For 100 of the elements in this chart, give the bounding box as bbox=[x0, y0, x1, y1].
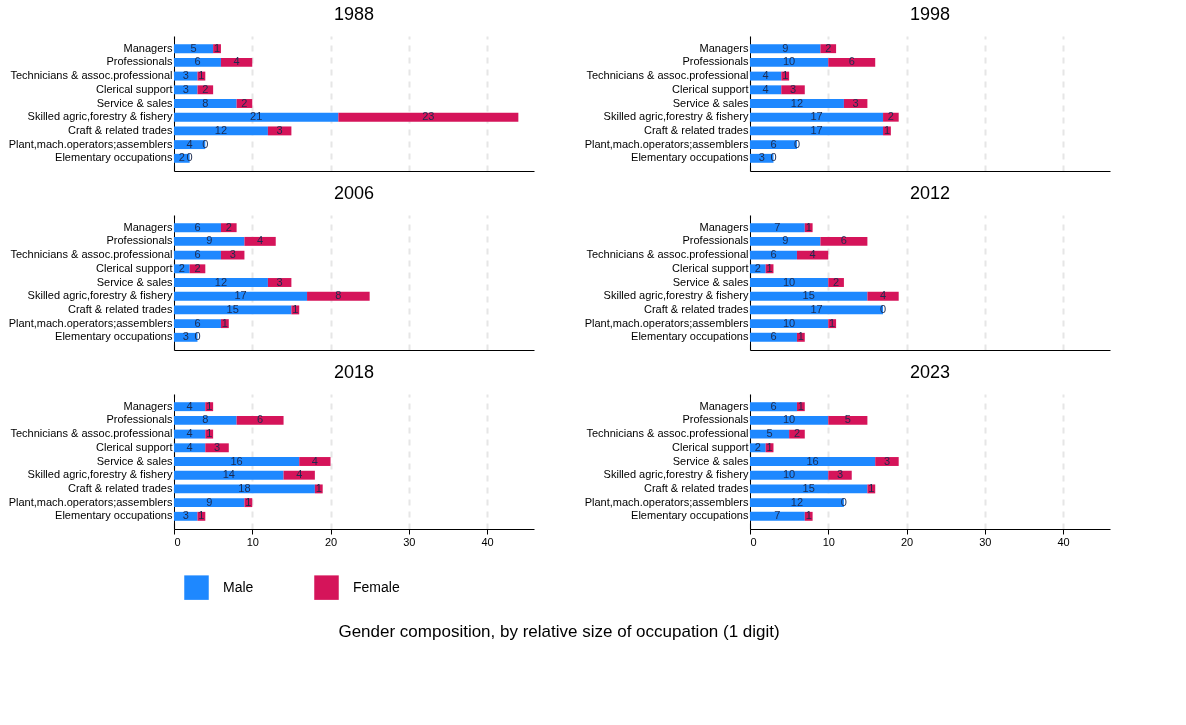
chart-title: 2018 bbox=[333, 362, 375, 382]
data-label: 0 bbox=[186, 151, 193, 164]
bar bbox=[174, 44, 214, 54]
y-tick-label: Skilled agric,forestry & fishery bbox=[603, 468, 749, 481]
x-tick-label: 0 bbox=[174, 535, 181, 548]
y-tick-label: Service & sales bbox=[96, 96, 173, 109]
bar bbox=[174, 57, 221, 67]
data-label: 5 bbox=[844, 413, 851, 426]
data-label: 5 bbox=[190, 41, 197, 54]
bar bbox=[750, 291, 868, 301]
y-tick-label: Technicians & assoc.professional bbox=[586, 69, 749, 82]
data-label: 3 bbox=[182, 330, 189, 343]
x-axis-title: Gender composition, by relative size of occupation (1 digit) bbox=[338, 622, 780, 641]
bar bbox=[867, 291, 899, 301]
data-label: 4 bbox=[809, 248, 816, 261]
chart-title: 2006 bbox=[333, 183, 375, 203]
data-label: 1 bbox=[797, 330, 804, 343]
data-label: 1 bbox=[245, 495, 252, 508]
data-label: 10 bbox=[783, 468, 796, 481]
data-label: 2 bbox=[754, 440, 761, 453]
y-tick-label: Craft & related trades bbox=[643, 123, 749, 136]
data-label: 15 bbox=[802, 481, 815, 494]
y-tick-label: Elementary occupations bbox=[631, 330, 749, 343]
data-label: 3 bbox=[182, 69, 189, 82]
y-tick-label: Technicians & assoc.professional bbox=[10, 248, 173, 261]
bar bbox=[750, 44, 821, 54]
data-label: 2 bbox=[833, 275, 840, 288]
bar bbox=[174, 236, 245, 246]
chart-title: 2023 bbox=[909, 362, 951, 382]
y-tick-label: Clerical support bbox=[96, 261, 173, 274]
data-label: 0 bbox=[879, 302, 887, 315]
bar bbox=[174, 429, 206, 439]
data-label: 3 bbox=[883, 454, 891, 467]
bar bbox=[828, 57, 876, 67]
data-label: 9 bbox=[206, 234, 213, 247]
data-label: 1 bbox=[206, 399, 213, 412]
bar bbox=[299, 457, 331, 466]
data-label: 7 bbox=[774, 509, 781, 522]
data-label: 6 bbox=[770, 330, 777, 343]
bar bbox=[174, 99, 237, 108]
y-tick-label: Plant,mach.operators;assemblers bbox=[584, 316, 749, 329]
data-label: 18 bbox=[238, 481, 251, 494]
data-label: 2 bbox=[241, 96, 248, 109]
y-tick-label: Plant,mach.operators;assemblers bbox=[584, 137, 749, 150]
bar bbox=[174, 305, 292, 315]
data-label: 17 bbox=[234, 289, 247, 302]
data-label: 6 bbox=[194, 248, 201, 261]
y-tick-label: Managers bbox=[123, 41, 173, 54]
data-label: 2 bbox=[793, 427, 801, 440]
y-tick-label: Plant,mach.operators;assemblers bbox=[8, 137, 173, 150]
data-label: 4 bbox=[879, 289, 887, 302]
legend-label: Female bbox=[353, 578, 400, 595]
data-label: 0 bbox=[793, 137, 801, 150]
y-tick-label: Clerical support bbox=[672, 440, 749, 453]
data-label: 15 bbox=[802, 289, 815, 302]
bar bbox=[750, 126, 884, 136]
bar bbox=[174, 484, 315, 494]
y-tick-label: Skilled agric,forestry & fishery bbox=[603, 110, 749, 123]
x-tick-label: 30 bbox=[403, 535, 416, 548]
data-label: 4 bbox=[186, 427, 193, 440]
data-label: 1 bbox=[797, 399, 804, 412]
data-label: 16 bbox=[806, 454, 819, 467]
data-label: 4 bbox=[296, 468, 303, 481]
bar bbox=[174, 223, 221, 233]
y-tick-label: Craft & related trades bbox=[67, 302, 173, 315]
bar bbox=[796, 250, 829, 260]
y-tick-label: Managers bbox=[123, 399, 173, 412]
data-label: 16 bbox=[230, 454, 243, 467]
data-label: 12 bbox=[214, 275, 228, 288]
data-label: 10 bbox=[783, 316, 796, 329]
y-tick-label: Clerical support bbox=[672, 261, 749, 274]
y-tick-label: Service & sales bbox=[96, 275, 173, 288]
data-label: 1 bbox=[198, 509, 205, 522]
data-label: 6 bbox=[194, 316, 201, 329]
bar bbox=[820, 236, 868, 246]
bar bbox=[174, 291, 308, 301]
y-tick-label: Service & sales bbox=[672, 454, 749, 467]
y-tick-label: Skilled agric,forestry & fishery bbox=[27, 468, 173, 481]
data-label: 2 bbox=[178, 151, 185, 164]
data-label: 10 bbox=[783, 55, 796, 68]
bar bbox=[828, 415, 868, 425]
y-tick-label: Technicians & assoc.professional bbox=[10, 427, 173, 440]
chart-title: 1988 bbox=[333, 4, 375, 24]
data-label: 9 bbox=[206, 495, 213, 508]
y-tick-label: Skilled agric,forestry & fishery bbox=[27, 289, 173, 302]
y-tick-label: Craft & related trades bbox=[67, 481, 173, 494]
data-label: 1 bbox=[221, 316, 228, 329]
data-label: 1 bbox=[206, 427, 213, 440]
data-label: 23 bbox=[422, 110, 435, 123]
y-tick-label: Elementary occupations bbox=[631, 151, 749, 164]
bar bbox=[750, 71, 782, 81]
data-label: 0 bbox=[840, 495, 847, 508]
bar bbox=[750, 484, 868, 494]
y-tick-label: Plant,mach.operators;assemblers bbox=[584, 495, 749, 508]
chart-title: 2012 bbox=[909, 183, 951, 203]
bar bbox=[174, 319, 221, 329]
data-label: 2 bbox=[754, 261, 761, 274]
data-label: 1 bbox=[782, 69, 789, 82]
data-label: 12 bbox=[790, 96, 804, 109]
data-label: 3 bbox=[213, 440, 221, 453]
